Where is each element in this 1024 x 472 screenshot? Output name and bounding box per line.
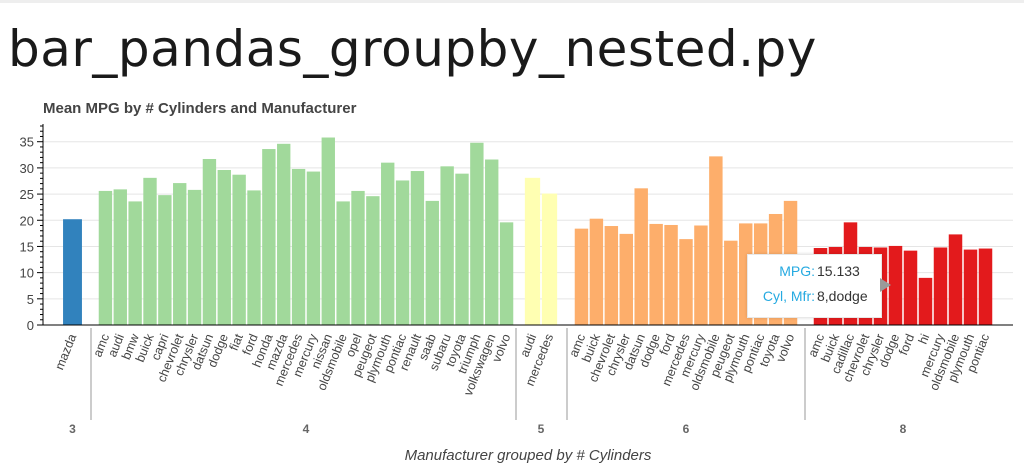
y-tick-label: 15 [20, 239, 34, 254]
y-tick-label: 0 [27, 318, 34, 333]
x-category-label: hi [916, 332, 933, 346]
x-group-label: 3 [69, 422, 76, 436]
bar-6-amc [574, 228, 589, 325]
bar-4-mercury [306, 171, 321, 325]
bar-4-chrysler [187, 189, 202, 325]
bar-4-audi [113, 189, 127, 325]
bar-4-triumph [470, 142, 484, 325]
x-category-label: ford [896, 332, 917, 357]
chart-title: Mean MPG by # Cylinders and Manufacturer [43, 100, 357, 117]
bar-8-plymouth [963, 249, 978, 325]
bar-6-peugeot [724, 240, 738, 325]
bar-4-saab [425, 200, 439, 325]
bar-6-ford [664, 224, 678, 325]
bar-4-pontiac [395, 180, 410, 325]
x-category-label: fiat [227, 331, 246, 352]
bar-4-dodge [217, 169, 231, 325]
tooltip-mpg-value: 15.133 [817, 263, 860, 279]
bar-3-mazda [63, 219, 82, 325]
tooltip-mpg-label: MPG: [779, 263, 815, 279]
x-group-label: 6 [683, 422, 690, 436]
x-category-label: mazda [52, 332, 79, 372]
bar-6-buick [589, 218, 604, 325]
bar-4-amc [98, 190, 113, 325]
bar-8-oldsmobile [948, 234, 963, 325]
bar-6-datsun [634, 188, 648, 325]
page-title: bar_pandas_groupby_nested.py [8, 20, 817, 78]
y-tick-label: 25 [20, 187, 34, 202]
bar-4-subaru [440, 166, 454, 325]
y-tick-label: 35 [20, 135, 34, 150]
tooltip-group-value: 8,dodge [817, 288, 868, 304]
bar-4-bmw [128, 201, 142, 325]
bar-4-mazda [277, 143, 291, 325]
bar-8-mercury [933, 247, 948, 325]
bar-8-dodge [888, 245, 903, 325]
bar-6-dodge [649, 223, 663, 325]
bar-6-mercury [694, 225, 708, 325]
bar-4-chevrolet [173, 183, 187, 325]
bar-8-hi [918, 277, 933, 325]
x-axis-title: Manufacturer grouped by # Cylinders [405, 447, 652, 464]
bar-4-nissan [321, 137, 335, 325]
hover-tooltip: MPG: 15.133 Cyl, Mfr: 8,dodge [747, 254, 882, 318]
bar-4-capri [158, 195, 172, 325]
bar-8-ford [903, 250, 918, 325]
bar-4-fiat [232, 174, 246, 325]
y-tick-label: 30 [20, 161, 34, 176]
bar-4-volvo [499, 222, 514, 325]
tooltip-arrow-icon [880, 278, 891, 292]
tooltip-group-label: Cyl, Mfr: [762, 288, 815, 304]
y-tick-label: 10 [20, 266, 34, 281]
bar-4-ford [247, 190, 261, 325]
bar-4-volkswagen [485, 159, 499, 325]
bar-6-oldsmobile [709, 156, 723, 325]
bar-6-chrysler [619, 233, 633, 325]
bar-4-mercedes [291, 168, 306, 325]
x-group-label: 5 [538, 422, 545, 436]
bar-4-buick [143, 177, 157, 325]
bar-6-mercedes [679, 239, 693, 325]
bar-6-chevrolet [604, 226, 619, 325]
bar-4-oldsmobile [336, 201, 350, 325]
bar-4-honda [262, 149, 276, 325]
bar-4-plymouth [381, 162, 395, 325]
x-group-label: 8 [900, 422, 907, 436]
bar-5-mercedes [541, 193, 558, 325]
bar-4-peugeot [366, 196, 380, 325]
x-group-label: 4 [303, 422, 310, 436]
top-border [0, 0, 1024, 3]
bar-5-audi [524, 177, 541, 325]
bar-4-opel [351, 190, 365, 325]
y-tick-label: 5 [27, 292, 34, 307]
bar-8-pontiac [978, 248, 993, 325]
bar-4-renault [410, 171, 425, 325]
bar-4-toyota [455, 173, 469, 325]
bar-4-datsun [202, 158, 217, 325]
y-tick-label: 20 [20, 213, 34, 228]
